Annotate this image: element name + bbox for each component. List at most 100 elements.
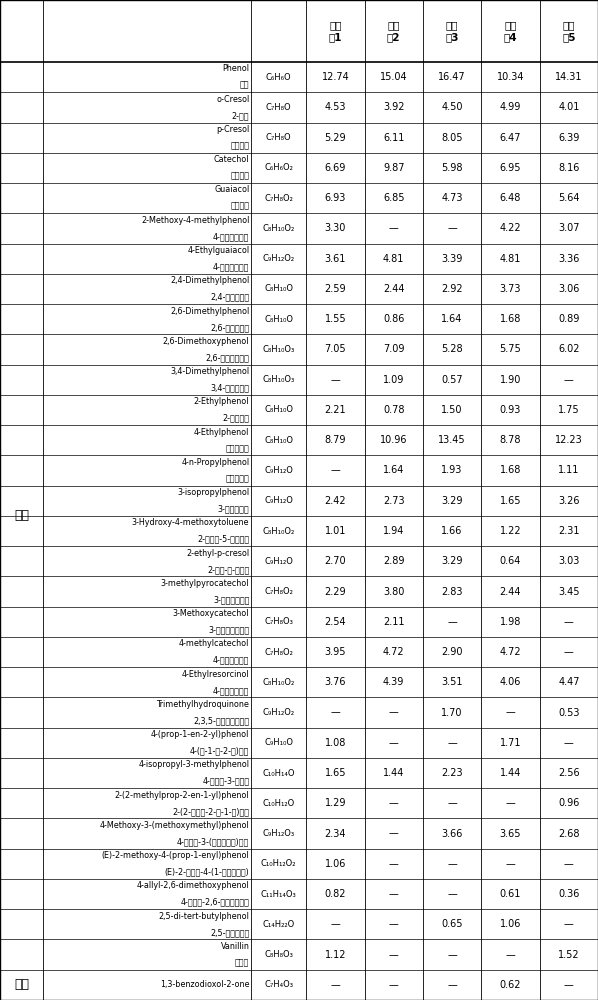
- Text: 4.99: 4.99: [500, 102, 521, 112]
- Text: —: —: [447, 980, 457, 990]
- Text: —: —: [389, 708, 399, 718]
- Text: 1,3-benzodioxol-2-one: 1,3-benzodioxol-2-one: [160, 980, 249, 989]
- Text: 3.36: 3.36: [558, 254, 579, 264]
- Text: C₁₀H₁₂O₂: C₁₀H₁₂O₂: [261, 859, 297, 868]
- Text: 0.53: 0.53: [558, 708, 579, 718]
- Text: 2,6-Dimethoxyphenol: 2,6-Dimethoxyphenol: [163, 337, 249, 346]
- Text: Trimethylhydroquinone: Trimethylhydroquinone: [157, 700, 249, 709]
- Text: 1.70: 1.70: [441, 708, 463, 718]
- Text: 8.05: 8.05: [441, 133, 463, 143]
- Text: 7.09: 7.09: [383, 344, 404, 354]
- Text: 6.39: 6.39: [558, 133, 579, 143]
- Text: C₇H₈O: C₇H₈O: [266, 103, 291, 112]
- Text: C₉H₁₂O₂: C₉H₁₂O₂: [263, 254, 295, 263]
- Text: 2.90: 2.90: [441, 647, 463, 657]
- Text: 1.93: 1.93: [441, 465, 463, 475]
- Text: —: —: [389, 798, 399, 808]
- Text: 2.54: 2.54: [325, 617, 346, 627]
- Text: 0.93: 0.93: [500, 405, 521, 415]
- Text: 3.51: 3.51: [441, 677, 463, 687]
- Text: 1.52: 1.52: [558, 950, 579, 960]
- Text: 4-甲基愈创木酚: 4-甲基愈创木酚: [213, 232, 249, 241]
- Text: Guaiacol: Guaiacol: [214, 185, 249, 194]
- Text: 0.96: 0.96: [558, 798, 579, 808]
- Text: 3,4-Dimethylphenol: 3,4-Dimethylphenol: [170, 367, 249, 376]
- Text: C₆H₆O: C₆H₆O: [266, 73, 291, 82]
- Text: 1.64: 1.64: [383, 465, 404, 475]
- Text: 14.31: 14.31: [555, 72, 582, 82]
- Text: 1.90: 1.90: [500, 375, 521, 385]
- Text: —: —: [389, 829, 399, 839]
- Text: 2-(2-甲基丙-2-烯-1-基)苯酚: 2-(2-甲基丙-2-烯-1-基)苯酚: [172, 807, 249, 816]
- Text: 4-Methoxy-3-(methoxymethyl)phenol: 4-Methoxy-3-(methoxymethyl)phenol: [100, 821, 249, 830]
- Text: 1.09: 1.09: [383, 375, 404, 385]
- Text: —: —: [389, 223, 399, 233]
- Text: 4-乙基愈创木酚: 4-乙基愈创木酚: [213, 262, 249, 271]
- Text: 2,3,5-三甲基对苯二酚: 2,3,5-三甲基对苯二酚: [193, 716, 249, 725]
- Text: 1.11: 1.11: [558, 465, 579, 475]
- Text: 2.34: 2.34: [325, 829, 346, 839]
- Text: 3.80: 3.80: [383, 587, 404, 597]
- Text: 3-甲氧基苯邻二酚: 3-甲氧基苯邻二酚: [208, 625, 249, 634]
- Text: 4.72: 4.72: [500, 647, 521, 657]
- Text: 3,4-二甲基苯酚: 3,4-二甲基苯酚: [210, 383, 249, 392]
- Text: 0.57: 0.57: [441, 375, 463, 385]
- Text: 0.64: 0.64: [500, 556, 521, 566]
- Text: 6.69: 6.69: [325, 163, 346, 173]
- Text: (E)-2-methoxy-4-(prop-1-enyl)phenol: (E)-2-methoxy-4-(prop-1-enyl)phenol: [102, 851, 249, 860]
- Text: C₈H₈O₃: C₈H₈O₃: [264, 950, 293, 959]
- Text: 4.73: 4.73: [441, 193, 463, 203]
- Text: 3.29: 3.29: [441, 496, 463, 506]
- Text: 3.61: 3.61: [325, 254, 346, 264]
- Text: 3.65: 3.65: [500, 829, 521, 839]
- Text: 实施
例3: 实施 例3: [446, 20, 459, 42]
- Text: 4.53: 4.53: [325, 102, 346, 112]
- Text: 2-乙基-对-甲基酚: 2-乙基-对-甲基酚: [207, 565, 249, 574]
- Text: 实施
例1: 实施 例1: [329, 20, 342, 42]
- Text: C₈H₁₀O: C₈H₁₀O: [264, 284, 293, 293]
- Text: C₇H₈O₃: C₇H₈O₃: [264, 617, 293, 626]
- Text: 实施
例4: 实施 例4: [504, 20, 517, 42]
- Text: 2-甲酚: 2-甲酚: [232, 111, 249, 120]
- Text: —: —: [447, 223, 457, 233]
- Text: 4-异丙基-3-甲基酚: 4-异丙基-3-甲基酚: [202, 777, 249, 786]
- Text: 1.12: 1.12: [325, 950, 346, 960]
- Text: 2.83: 2.83: [441, 587, 463, 597]
- Text: C₉H₁₀O: C₉H₁₀O: [264, 738, 293, 747]
- Text: —: —: [331, 708, 340, 718]
- Text: —: —: [331, 375, 340, 385]
- Text: 2.11: 2.11: [383, 617, 404, 627]
- Text: 8.16: 8.16: [558, 163, 579, 173]
- Text: 1.71: 1.71: [500, 738, 521, 748]
- Text: 3-甲基苯邻二酚: 3-甲基苯邻二酚: [213, 595, 249, 604]
- Text: 5.29: 5.29: [325, 133, 346, 143]
- Text: 2.44: 2.44: [500, 587, 521, 597]
- Text: C₇H₈O₂: C₇H₈O₂: [264, 194, 293, 203]
- Text: 酚类: 酚类: [14, 509, 29, 522]
- Text: 2,5-di-tert-butylphenol: 2,5-di-tert-butylphenol: [158, 912, 249, 921]
- Text: 7.05: 7.05: [325, 344, 346, 354]
- Text: 1.01: 1.01: [325, 526, 346, 536]
- Text: 4.50: 4.50: [441, 102, 463, 112]
- Text: C₉H₁₂O: C₉H₁₂O: [264, 557, 293, 566]
- Text: (E)-2-甲氧基-4-(1-丙烯基苯酚): (E)-2-甲氧基-4-(1-丙烯基苯酚): [164, 868, 249, 877]
- Text: 12.23: 12.23: [555, 435, 582, 445]
- Text: 2-甲氧基-5-甲基苯酚: 2-甲氧基-5-甲基苯酚: [197, 535, 249, 544]
- Text: 4.22: 4.22: [500, 223, 521, 233]
- Text: C₇H₄O₃: C₇H₄O₃: [264, 980, 293, 989]
- Text: —: —: [564, 738, 573, 748]
- Text: 4-甲基邻苯二酚: 4-甲基邻苯二酚: [213, 656, 249, 665]
- Text: —: —: [389, 889, 399, 899]
- Text: 3.26: 3.26: [558, 496, 579, 506]
- Text: 4.06: 4.06: [500, 677, 521, 687]
- Text: C₈H₁₀O₂: C₈H₁₀O₂: [263, 526, 295, 536]
- Text: C₁₁H₁₄O₃: C₁₁H₁₄O₃: [261, 890, 297, 899]
- Text: 2.44: 2.44: [383, 284, 404, 294]
- Text: 2.29: 2.29: [325, 587, 346, 597]
- Text: C₉H₁₂O₃: C₉H₁₂O₃: [263, 829, 295, 838]
- Text: 0.82: 0.82: [325, 889, 346, 899]
- Text: 5.64: 5.64: [558, 193, 579, 203]
- Text: 10.96: 10.96: [380, 435, 407, 445]
- Text: —: —: [505, 708, 515, 718]
- Text: 1.06: 1.06: [500, 919, 521, 929]
